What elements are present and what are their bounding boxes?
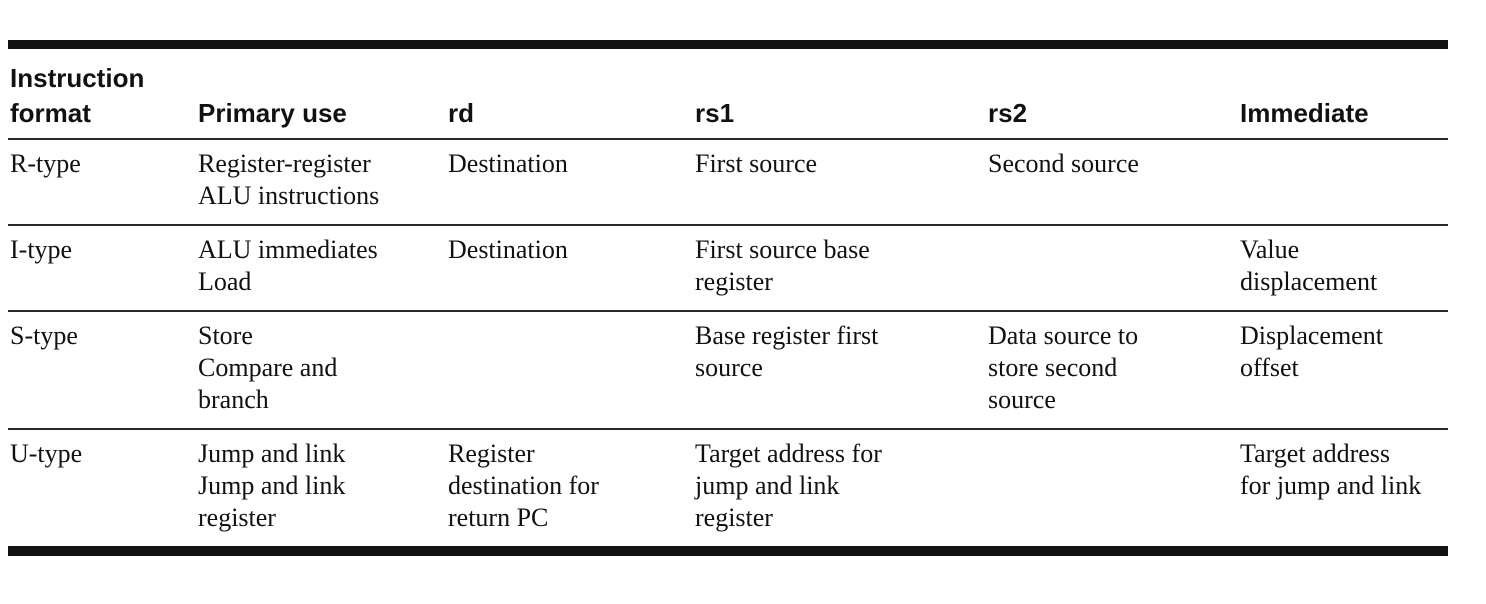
table-cell: Jump and link Jump and link register [198,439,346,532]
column-header-instruction-format: Instruction format [8,44,196,140]
column-header-rs1: rs1 [693,44,986,140]
table-cell: First source [693,139,986,226]
table-cell: Register-register ALU instructions [196,139,446,226]
table-cell [1238,139,1448,226]
column-header-primary-use: Primary use [196,44,446,140]
table-cell: Target address for jump and link [1240,439,1422,500]
table-header-row: Instruction format Primary use rd rs1 rs… [8,44,1448,140]
table-cell [986,429,1238,551]
table-cell: Data source to store second source [986,311,1238,430]
row-label-cell: U-type [10,439,83,468]
table-cell [986,225,1238,312]
table-body: R-type Register-register ALU instructions… [8,139,1448,551]
table-cell: Displacement offset [1238,311,1448,430]
table-cell: Target address for jump and link registe… [695,439,882,532]
table-cell: Store Compare and branch [196,311,446,430]
table-cell: Base register first source [693,311,986,430]
table-cell: Second source [986,139,1238,226]
table-cell: First source base register [693,225,986,312]
table-cell: Destination [446,225,693,312]
row-label-cell: R-type [8,139,196,226]
table-cell: Register destination for return PC [448,439,599,532]
column-header-immediate: Immediate [1238,44,1448,140]
table-row: S-type Store Compare and branch Base regis… [8,311,1448,430]
table-cell: Destination [446,139,693,226]
row-label-cell: S-type [8,311,196,430]
column-header-rd: rd [446,44,693,140]
table-row: R-type Register-register ALU instructions… [8,139,1448,226]
instruction-format-table: Instruction format Primary use rd rs1 rs… [8,40,1448,556]
column-header-rs2: rs2 [986,44,1238,140]
row-label-cell: I-type [8,225,196,312]
table-cell: Value displacement [1238,225,1448,312]
table-cell [446,311,693,430]
table-row: I-type ALU immediates Load Destination Firs… [8,225,1448,312]
table-cell: ALU immediates Load [196,225,446,312]
table-row: U-type Jump and link Jump and link regist… [8,429,1448,551]
